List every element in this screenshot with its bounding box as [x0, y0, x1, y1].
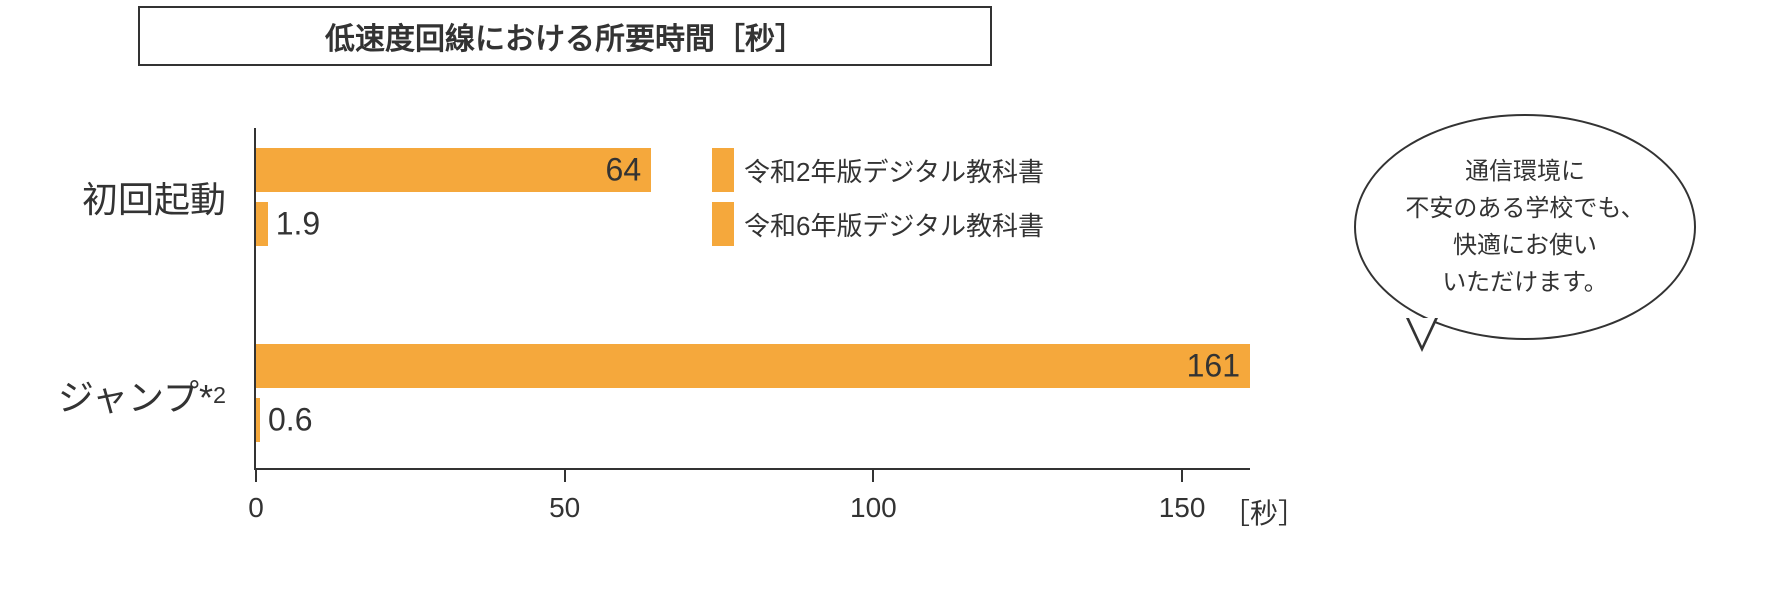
callout-text: 通信環境に不安のある学校でも、快適にお使いいただけます。 [1405, 153, 1644, 302]
x-tick-0 [255, 468, 257, 482]
legend-item-r6: 令和6年版デジタル教科書 [712, 202, 1044, 246]
category-label-0: 初回起動 [0, 172, 226, 222]
category-label-1: ジャンプ*2 [0, 370, 226, 420]
chart-title: 低速度回線における所要時間［秒］ [138, 6, 992, 66]
bar-value-3: 0.6 [268, 402, 312, 439]
callout-tail-fill [1409, 318, 1435, 346]
x-tick-label-3: 150 [1159, 492, 1206, 524]
bar-initial-r6: 1.9 [256, 202, 268, 246]
legend-item-r2: 令和2年版デジタル教科書 [712, 148, 1044, 192]
x-tick-2 [872, 468, 874, 482]
legend-label-r2: 令和2年版デジタル教科書 [744, 152, 1044, 189]
x-tick-label-0: 0 [248, 492, 264, 524]
x-axis-unit: ［秒］ [1222, 492, 1306, 532]
bar-jump-r6: 0.6 [256, 398, 260, 442]
callout-bubble: 通信環境に不安のある学校でも、快適にお使いいただけます。 [1354, 114, 1696, 340]
x-tick-1 [564, 468, 566, 482]
x-tick-label-1: 50 [549, 492, 580, 524]
x-tick-label-2: 100 [850, 492, 897, 524]
legend-swatch-r2 [712, 148, 734, 192]
legend-swatch-r6 [712, 202, 734, 246]
x-axis-line [254, 468, 1250, 470]
x-tick-3 [1181, 468, 1183, 482]
bar-value-1: 1.9 [276, 206, 320, 243]
y-axis-line [254, 128, 256, 468]
bar-value-2: 161 [1187, 348, 1240, 385]
bar-value-0: 64 [606, 152, 642, 189]
bar-jump-r2: 161 [256, 344, 1250, 388]
legend-label-r6: 令和6年版デジタル教科書 [744, 206, 1044, 243]
bar-initial-r2: 64 [256, 148, 651, 192]
